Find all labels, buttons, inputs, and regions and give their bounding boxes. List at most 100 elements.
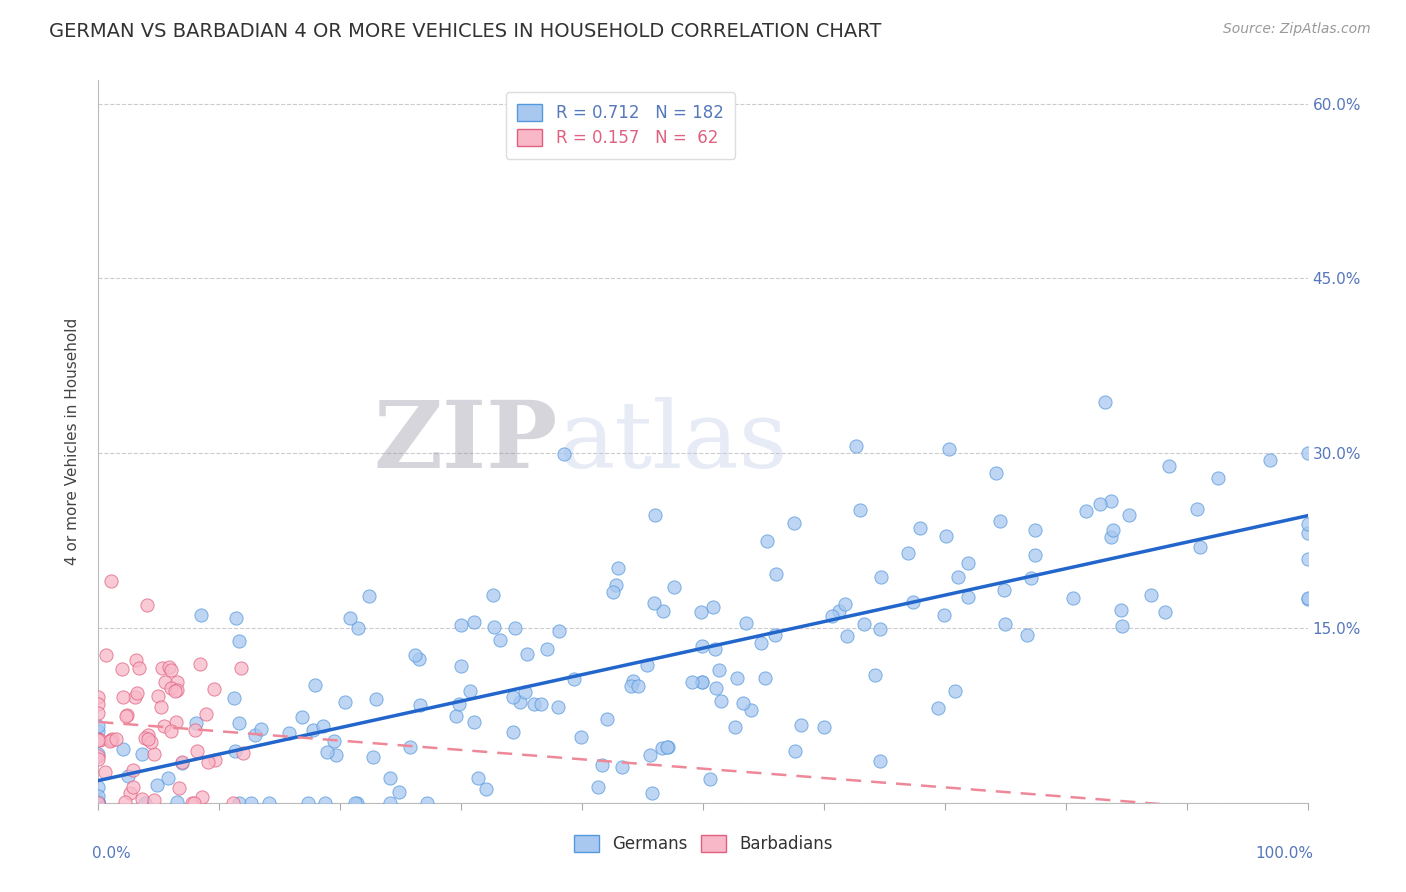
Point xyxy=(366,692,388,706)
Point xyxy=(339,611,361,625)
Point xyxy=(897,546,920,560)
Point xyxy=(834,597,856,611)
Point xyxy=(640,785,662,799)
Point xyxy=(314,796,336,810)
Point xyxy=(536,641,558,656)
Point xyxy=(184,723,207,738)
Point xyxy=(243,729,266,743)
Point xyxy=(1024,523,1046,537)
Point xyxy=(160,723,183,738)
Point xyxy=(1296,446,1319,460)
Point xyxy=(783,744,806,758)
Point xyxy=(643,596,665,610)
Point xyxy=(651,741,673,756)
Point xyxy=(865,668,887,682)
Point xyxy=(681,675,703,690)
Point xyxy=(754,671,776,685)
Point xyxy=(159,681,181,695)
Point xyxy=(105,731,128,746)
Point xyxy=(186,744,208,758)
Point xyxy=(166,683,188,698)
Point xyxy=(87,780,110,794)
Point xyxy=(155,675,177,690)
Text: GERMAN VS BARBADIAN 4 OR MORE VEHICLES IN HOUSEHOLD CORRELATION CHART: GERMAN VS BARBADIAN 4 OR MORE VEHICLES I… xyxy=(49,22,882,41)
Point xyxy=(852,617,875,632)
Point xyxy=(1296,592,1319,607)
Point xyxy=(166,796,188,810)
Point xyxy=(122,780,145,794)
Point xyxy=(135,598,157,612)
Point xyxy=(408,652,430,666)
Point xyxy=(101,731,124,746)
Point xyxy=(1185,502,1208,516)
Point xyxy=(813,720,835,734)
Point xyxy=(181,796,204,810)
Point xyxy=(1024,549,1046,563)
Point xyxy=(932,607,955,622)
Point xyxy=(620,680,643,694)
Point xyxy=(297,796,319,810)
Point xyxy=(529,697,551,711)
Point xyxy=(1258,453,1281,467)
Point xyxy=(87,724,110,739)
Point xyxy=(188,657,211,671)
Point xyxy=(167,781,190,796)
Point xyxy=(1109,603,1132,617)
Point xyxy=(159,663,181,677)
Point xyxy=(848,503,870,517)
Point xyxy=(87,719,110,733)
Point xyxy=(257,796,280,810)
Point xyxy=(228,716,250,731)
Point xyxy=(702,600,724,615)
Legend: Germans, Barbadians: Germans, Barbadians xyxy=(567,828,839,860)
Text: 100.0%: 100.0% xyxy=(1256,847,1313,861)
Point xyxy=(143,792,166,806)
Point xyxy=(89,733,111,747)
Point xyxy=(1154,605,1177,619)
Point xyxy=(184,715,207,730)
Point xyxy=(502,690,524,705)
Point xyxy=(157,660,180,674)
Point xyxy=(957,591,980,605)
Point xyxy=(1090,497,1112,511)
Point xyxy=(740,703,762,717)
Point xyxy=(399,739,422,754)
Point xyxy=(621,673,644,688)
Point xyxy=(110,662,132,676)
Point xyxy=(1094,394,1116,409)
Point xyxy=(122,763,145,777)
Point xyxy=(87,796,110,810)
Point xyxy=(87,796,110,810)
Point xyxy=(378,796,401,810)
Point xyxy=(117,769,139,783)
Point xyxy=(380,771,402,785)
Point xyxy=(523,698,546,712)
Point xyxy=(114,709,136,723)
Point xyxy=(165,714,187,729)
Point xyxy=(322,734,344,748)
Point xyxy=(689,605,711,619)
Point xyxy=(139,735,162,749)
Point xyxy=(591,758,613,772)
Point xyxy=(765,628,787,642)
Point xyxy=(704,641,727,656)
Point xyxy=(927,700,949,714)
Point xyxy=(232,746,254,760)
Point xyxy=(1099,530,1122,544)
Point xyxy=(183,796,205,810)
Point xyxy=(458,684,481,698)
Point xyxy=(984,467,1007,481)
Point xyxy=(87,789,110,803)
Point xyxy=(359,590,381,604)
Point xyxy=(450,659,472,673)
Point xyxy=(562,673,585,687)
Point xyxy=(190,608,212,623)
Point xyxy=(1111,619,1133,633)
Point xyxy=(87,794,110,808)
Point xyxy=(735,615,758,630)
Point xyxy=(87,690,110,704)
Point xyxy=(114,795,136,809)
Point xyxy=(606,561,628,575)
Point xyxy=(596,712,619,726)
Point xyxy=(755,533,778,548)
